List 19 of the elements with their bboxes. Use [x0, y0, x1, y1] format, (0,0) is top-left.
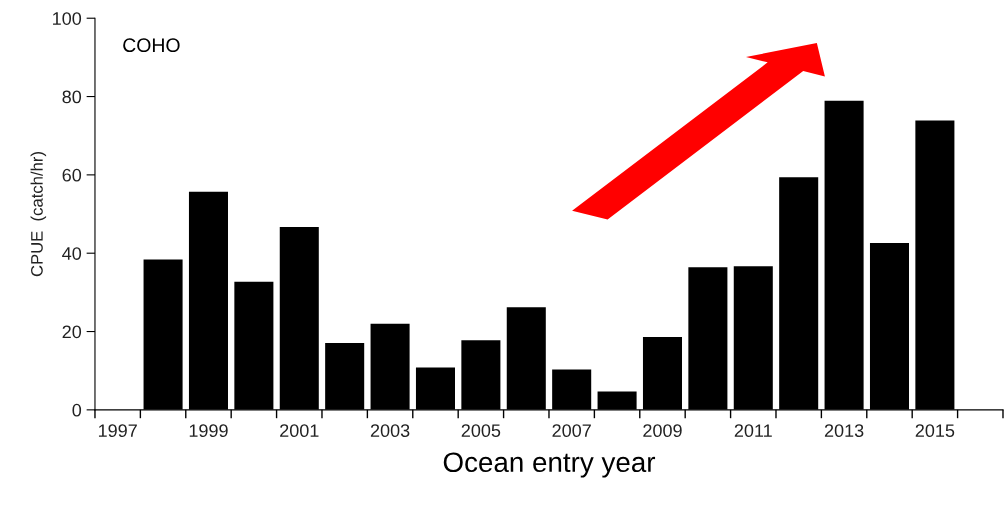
x-tick-label: 1997 — [98, 424, 137, 438]
x-tick-label: 2015 — [915, 424, 955, 438]
annotation: COHO — [123, 38, 180, 53]
x-tick-label: 2013 — [824, 424, 864, 438]
y-tick-label: 20 — [62, 325, 82, 339]
x-tick-label: 2011 — [734, 424, 772, 438]
x-tick-label: 2007 — [552, 424, 591, 438]
y-tick-label: 100 — [53, 12, 82, 25]
x-tick-label: 2009 — [643, 424, 682, 438]
y-tick-label: 0 — [72, 403, 82, 417]
x-axis-title: Ocean entry year — [443, 452, 656, 478]
x-tick-label: 2003 — [370, 424, 410, 438]
x-tick-label: 2001 — [280, 424, 319, 438]
x-tick-label: 2005 — [461, 424, 501, 438]
y-tick-label: 60 — [62, 168, 82, 182]
y-tick-label: 40 — [62, 247, 82, 260]
y-axis-title: CPUE (catch/hr) — [30, 152, 47, 277]
y-tick-label: 80 — [62, 90, 82, 104]
x-tick-label: 1999 — [189, 424, 228, 438]
